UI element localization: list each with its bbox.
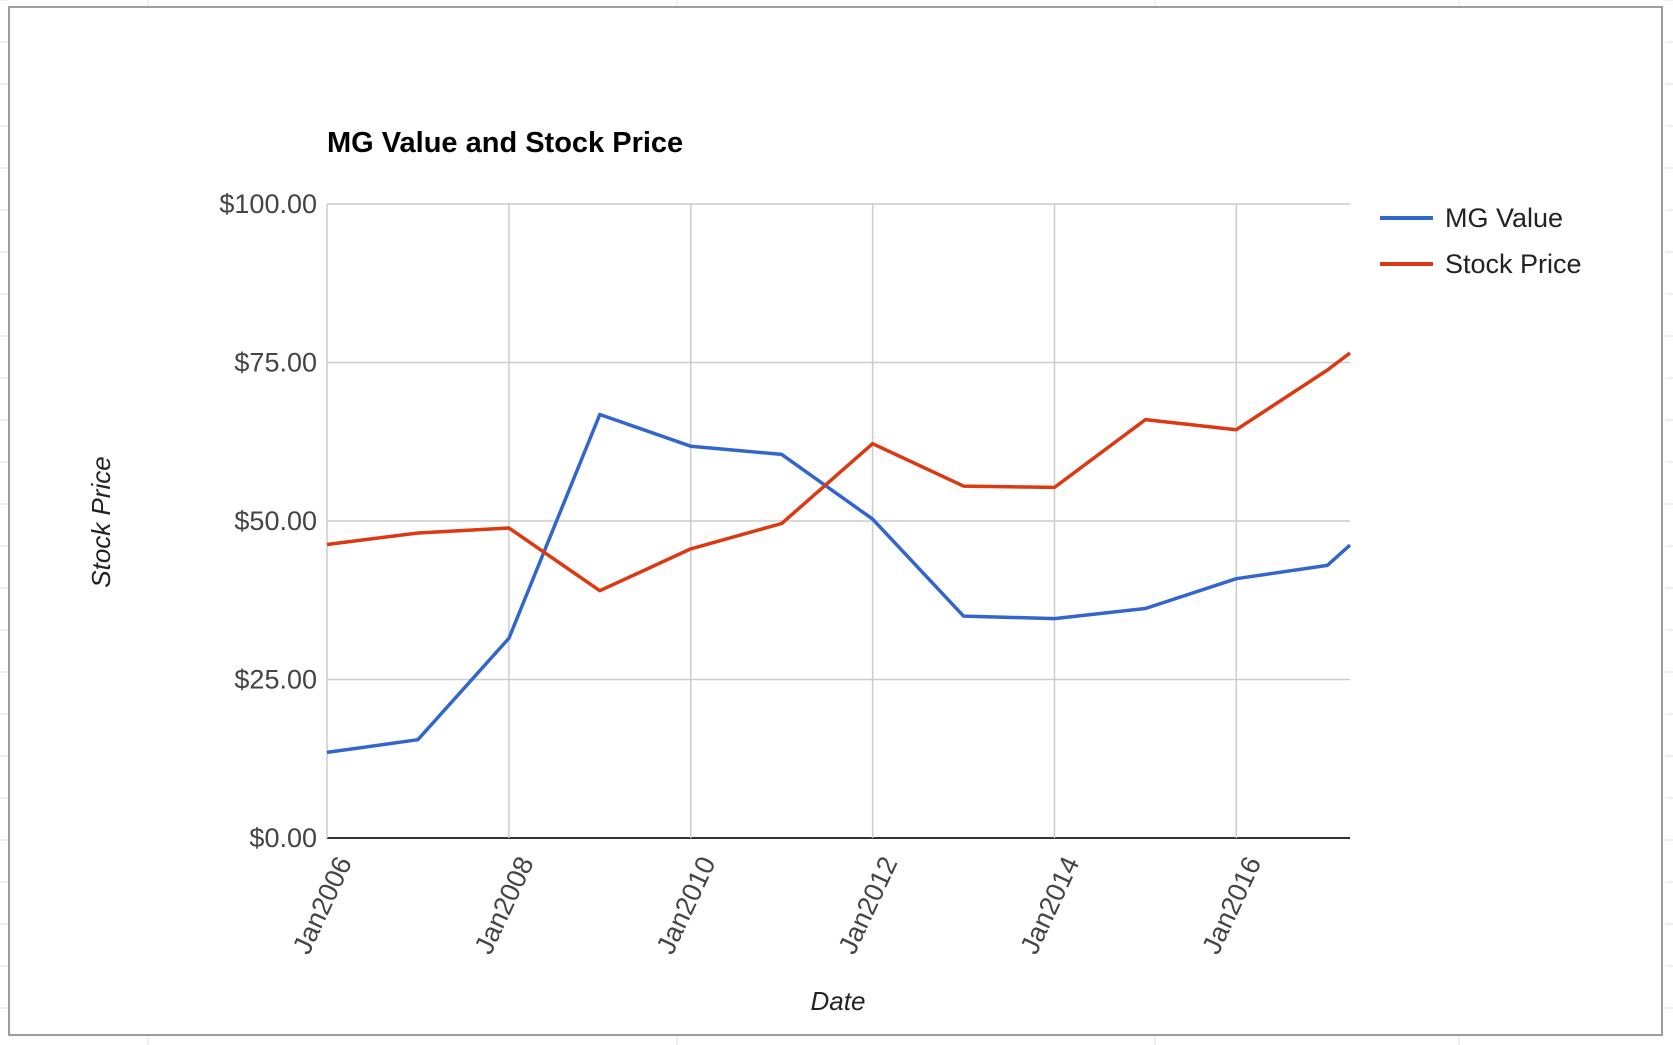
y-tick-label: $50.00 [234,506,317,536]
legend-label: MG Value [1445,203,1563,233]
gridlines [326,203,1350,839]
series-line-mg-value [326,412,1352,755]
x-tick-label: Jan2010 [651,852,722,959]
series-lines [326,351,1352,755]
x-tick-label: Jan2014 [1014,852,1085,959]
chart-title: MG Value and Stock Price [327,127,683,159]
series-line-stock-price [326,351,1352,593]
x-axis-title: Date [811,986,866,1016]
y-tick-label: $0.00 [249,823,317,853]
legend-label: Stock Price [1445,249,1582,279]
y-tick-label: $25.00 [234,665,317,695]
y-axis-tick-labels: $0.00 $25.00 $50.00 $75.00 $100.00 [219,189,317,853]
y-axis-title: Stock Price [86,456,116,588]
x-tick-label: Jan2008 [469,852,540,959]
x-tick-label: Jan2016 [1196,852,1267,959]
x-tick-label: Jan2006 [287,852,358,959]
legend: MG Value Stock Price [1380,203,1582,279]
y-tick-label: $75.00 [234,348,317,378]
x-tick-label: Jan2012 [832,852,903,959]
y-tick-label: $100.00 [219,189,317,219]
x-axis-tick-labels: Jan2006 Jan2008 Jan2010 Jan2012 Jan2014 Jan20… [287,852,1267,959]
